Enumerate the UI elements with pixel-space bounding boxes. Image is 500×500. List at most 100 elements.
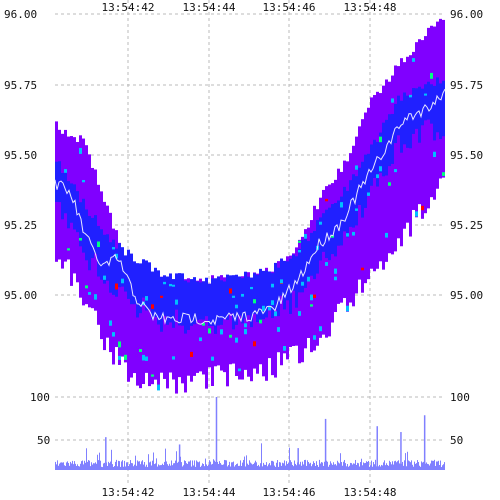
depth-cell: [430, 72, 433, 79]
depth-cell: [409, 94, 412, 98]
volume-bar: [293, 466, 294, 470]
depth-cell: [271, 283, 274, 288]
volume-bar: [261, 443, 262, 470]
volume-bar: [227, 466, 228, 470]
depth-cell: [277, 267, 280, 317]
depth-cell: [331, 204, 334, 255]
depth-cell: [229, 276, 232, 365]
volume-bar: [64, 465, 65, 470]
volume-bar: [409, 461, 410, 470]
depth-cell: [268, 272, 271, 359]
volume-bar: [270, 465, 271, 470]
depth-cell: [379, 136, 382, 143]
volume-spike: [297, 448, 299, 470]
depth-cell: [130, 253, 133, 305]
volume-bar: [248, 464, 249, 470]
depth-cell: [298, 248, 301, 293]
volume-bar: [97, 454, 98, 470]
depth-cell: [82, 179, 85, 183]
depth-cell: [298, 311, 301, 316]
x-tick-top: 13:54:48: [344, 1, 397, 14]
depth-cell: [436, 77, 439, 133]
volume-bar: [383, 462, 384, 470]
volume-bar: [146, 464, 147, 470]
volume-bar: [107, 465, 108, 470]
volume-bar: [288, 462, 289, 470]
volume-bar: [374, 464, 375, 470]
depth-cell: [169, 273, 172, 323]
volume-bar: [140, 464, 141, 470]
volume-bar: [365, 462, 366, 470]
depth-cell: [187, 282, 190, 330]
volume-bar: [347, 464, 348, 470]
volume-bar: [283, 463, 284, 470]
volume-bar: [198, 462, 199, 470]
volume-bar: [423, 461, 424, 470]
volume-bar: [240, 460, 241, 470]
depth-cell: [307, 276, 310, 282]
volume-bar: [148, 454, 149, 470]
volume-bar: [104, 462, 105, 470]
volume-bar: [134, 464, 135, 470]
volume-bar: [154, 464, 155, 470]
depth-cell: [418, 86, 421, 143]
volume-bar: [442, 465, 443, 470]
depth-cell: [223, 277, 226, 373]
volume-bar: [378, 466, 379, 470]
volume-bar: [79, 466, 80, 470]
depth-cell: [283, 345, 286, 351]
volume-bar: [438, 460, 439, 470]
volume-bar: [410, 462, 411, 470]
volume-bar: [375, 459, 376, 470]
volume-bar: [305, 459, 306, 470]
volume-bar: [170, 465, 171, 470]
volume-bar: [338, 462, 339, 470]
volume-bar: [282, 462, 283, 470]
volume-bar: [130, 460, 131, 470]
depth-cell: [319, 326, 322, 332]
depth-cell: [367, 192, 370, 196]
depth-cell: [94, 215, 97, 254]
volume-bar: [328, 466, 329, 470]
volume-bar: [204, 466, 205, 470]
depth-cell: [313, 335, 316, 340]
volume-bar: [163, 465, 164, 470]
volume-bar: [366, 461, 367, 470]
volume-bar: [387, 464, 388, 470]
depth-cell: [310, 294, 313, 301]
volume-bar: [175, 460, 176, 470]
depth-cell: [268, 271, 271, 310]
depth-cell: [205, 278, 208, 389]
volume-bar: [70, 461, 71, 470]
volume-bar: [269, 463, 270, 470]
volume-bar: [256, 462, 257, 470]
volume-bar: [61, 462, 62, 470]
volume-bar: [102, 467, 103, 470]
depth-cell: [61, 172, 64, 220]
depth-cell: [79, 237, 82, 241]
volume-bar: [333, 462, 334, 470]
volume-bar: [260, 463, 261, 470]
depth-cell: [94, 294, 97, 300]
depth-cell: [274, 262, 277, 311]
depth-cell: [340, 202, 343, 208]
volume-bar: [108, 461, 109, 470]
depth-cell: [82, 198, 85, 253]
depth-cell: [262, 276, 265, 377]
depth-cell: [382, 122, 385, 177]
volume-bar: [118, 460, 119, 470]
volume-bar: [183, 465, 184, 470]
volume-bar: [324, 461, 325, 470]
depth-cell: [394, 169, 397, 173]
depth-cell: [211, 278, 214, 327]
price-tick-right: 95.50: [450, 149, 483, 162]
volume-bar: [84, 460, 85, 470]
depth-cell: [154, 286, 157, 380]
volume-bar: [308, 462, 309, 470]
depth-cell: [241, 278, 244, 324]
volume-bar: [187, 463, 188, 470]
volume-bar: [213, 459, 214, 470]
depth-cell: [433, 151, 436, 158]
depth-cell: [160, 295, 163, 298]
volume-bar: [407, 451, 408, 470]
